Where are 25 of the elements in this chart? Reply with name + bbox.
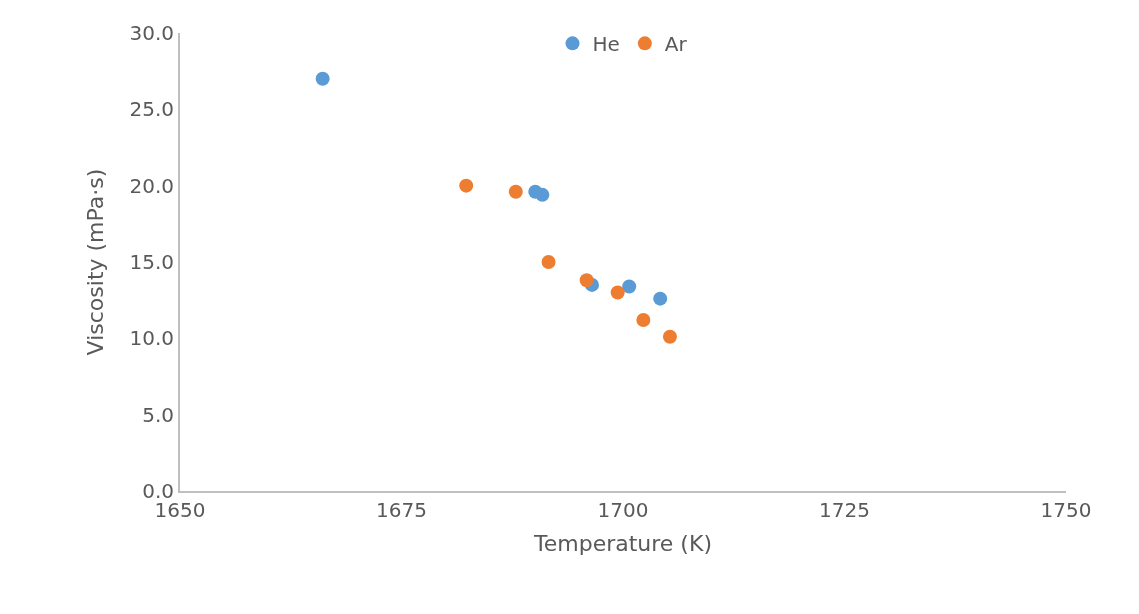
- x-tick-label: 1725: [819, 498, 870, 522]
- y-tick-label: 20.0: [129, 173, 174, 198]
- y-tick-label: 15.0: [129, 250, 174, 274]
- point: [459, 178, 474, 193]
- x-tick-label: 1700: [597, 498, 649, 522]
- legend-label: He: [592, 32, 620, 57]
- point: [579, 273, 594, 288]
- point: [610, 285, 625, 300]
- x-tick-label: 1750: [1040, 498, 1092, 522]
- point: [535, 187, 550, 202]
- y-tick-label: 25.0: [129, 97, 174, 122]
- point: [541, 255, 556, 269]
- y-tick-label: 30.0: [129, 21, 174, 45]
- x-tick-label: 1675: [376, 498, 427, 522]
- point: [622, 279, 637, 294]
- legend-label: Ar: [664, 32, 688, 57]
- point: [315, 71, 330, 86]
- y-axis-title: Viscosity (mPa·s): [82, 168, 108, 356]
- point: [653, 291, 668, 306]
- y-tick-label: 5.0: [142, 402, 174, 427]
- y-tick-label: 10.0: [129, 326, 174, 351]
- point: [508, 184, 523, 199]
- x-axis-title: Temperature (K): [533, 531, 712, 557]
- point: [636, 313, 651, 327]
- point: [662, 329, 677, 344]
